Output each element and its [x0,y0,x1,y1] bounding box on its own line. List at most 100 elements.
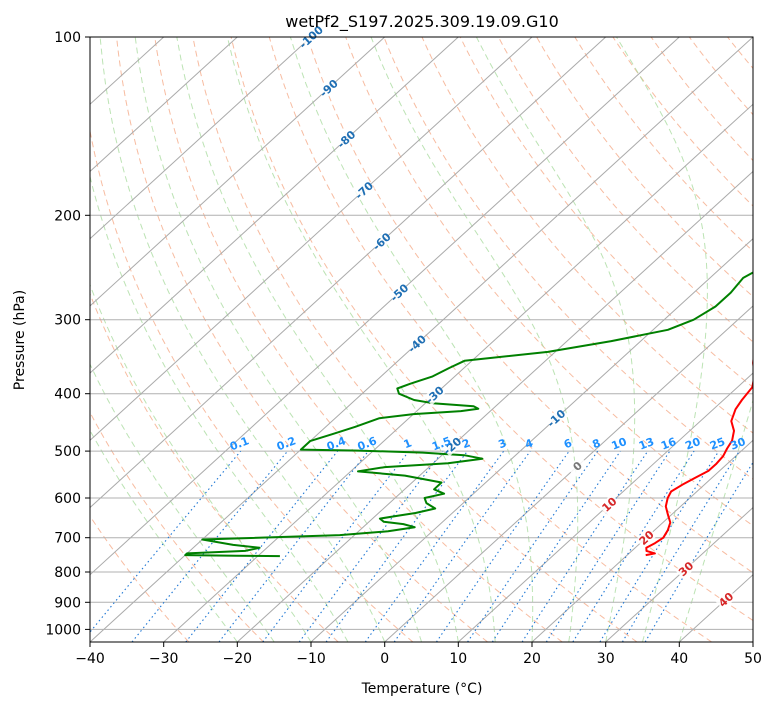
moist-adiabat [90,363,275,642]
dewpoint-profile-line [184,271,753,558]
temperature-profile-line [645,354,753,557]
y-tick-label: 400 [54,387,81,403]
mixing-ratio-line [325,450,468,642]
mixing-ratio-label: 25 [708,435,727,453]
y-tick-label: 200 [54,208,81,224]
dry-adiabat [230,37,712,642]
mixing-ratio-label: 2 [460,436,472,451]
x-tick-label: 50 [744,651,762,667]
dry-adiabat [90,411,264,642]
isotherm-label-bg [388,282,410,304]
mixing-ratio-label: 8 [591,436,603,451]
isotherm [90,37,386,307]
isotherm-label-bg [598,493,620,515]
y-tick-label: 900 [54,595,81,611]
isotherm [90,37,533,442]
x-tick-label: 30 [597,651,615,667]
x-tick-label: 0 [380,651,389,667]
dry-adiabat [192,37,638,642]
series-lines [184,271,753,558]
y-axis-label: Pressure (hPa) [12,290,28,390]
mixing-ratio-line [644,461,753,642]
isotherm-label-bg [423,384,446,406]
isotherm [90,37,312,240]
dry-adiabat [536,37,753,298]
isotherm [90,37,607,509]
x-axis-label: Temperature (°C) [361,681,483,697]
isotherm-label-bg [715,589,737,610]
dry-adiabat [307,37,753,574]
mixing-ratio-line [599,450,720,642]
moist-adiabat [616,37,708,642]
isotherm [384,305,753,642]
moist-adiabat [90,429,238,642]
mixing-ratio-label: 1 [402,436,414,451]
background-lines [90,37,753,642]
isotherm [310,237,753,642]
moist-adiabat [226,37,496,642]
y-tick-label: 700 [54,531,81,547]
moist-adiabat [90,174,349,642]
mixing-ratio-line [521,450,649,642]
dry-adiabat [574,37,753,252]
dry-adiabat [497,37,753,343]
x-axis: −40 −30 −20 −10 0 10 20 30 40 50 [75,642,762,667]
mixing-ratio-line [185,450,339,642]
x-tick-label: 20 [523,651,541,667]
mixing-ratio-line [90,450,242,633]
y-tick-label: 500 [54,444,81,460]
x-tick-label: −10 [296,651,326,667]
isotherm-label-bg [353,179,375,201]
dry-adiabat [459,37,753,388]
isotherm [90,37,680,576]
mixing-ratio-line [545,450,671,642]
isotherm-label-bg [370,231,393,252]
y-tick-label: 100 [54,30,81,46]
dry-adiabat [421,37,753,434]
x-tick-label: −40 [75,651,105,667]
dry-adiabat [650,37,753,162]
isotherm [163,103,753,642]
isotherm-label-bg [335,128,357,150]
y-tick-label: 800 [54,565,81,581]
mixing-ratio-line [364,450,505,642]
mixing-ratio-label: 13 [637,435,656,453]
dry-adiabat [116,37,488,642]
isotherm [90,37,238,173]
chart-title: wetPf2_S197.2025.309.19.09.G10 [285,12,559,32]
moist-adiabat [370,37,579,642]
mixing-ratio-line [435,450,570,642]
isotherm-label-bg [545,407,567,429]
mixing-ratio-line [298,450,444,642]
isotherm-label-bg [441,435,463,457]
y-tick-label: 1000 [45,622,81,638]
isotherm-label-bg [675,558,697,580]
x-tick-label: 40 [670,651,688,667]
moist-adiabat [475,37,636,642]
isotherm [236,170,753,642]
mixing-ratio-label: 20 [683,435,702,453]
moist-adiabat [134,37,422,642]
x-tick-label: −30 [149,651,179,667]
moist-adiabat [678,398,753,642]
isotherm-label-bg [635,527,657,549]
isotherm [605,506,753,642]
y-tick-label: 300 [54,313,81,329]
mixing-ratio-label: 10 [610,435,629,453]
isotherm-label-bg [566,455,589,477]
mixing-ratio-label: 3 [497,436,509,451]
moist-adiabat [289,37,534,642]
x-tick-label: −20 [223,651,253,667]
mixing-ratio-line [572,450,695,642]
dry-adiabat [345,37,753,527]
x-tick-label: 10 [449,651,467,667]
mixing-ratio-label: 30 [729,435,748,453]
dry-adiabat [90,128,414,642]
moist-adiabat [99,37,386,642]
mixing-ratio-line [621,450,740,642]
isotherm [457,372,753,642]
y-axis: 100 200 300 400 500 600 700 800 900 1000 [45,30,90,638]
isotherm-label-bg [318,77,340,99]
mixing-ratio-line [131,450,289,642]
